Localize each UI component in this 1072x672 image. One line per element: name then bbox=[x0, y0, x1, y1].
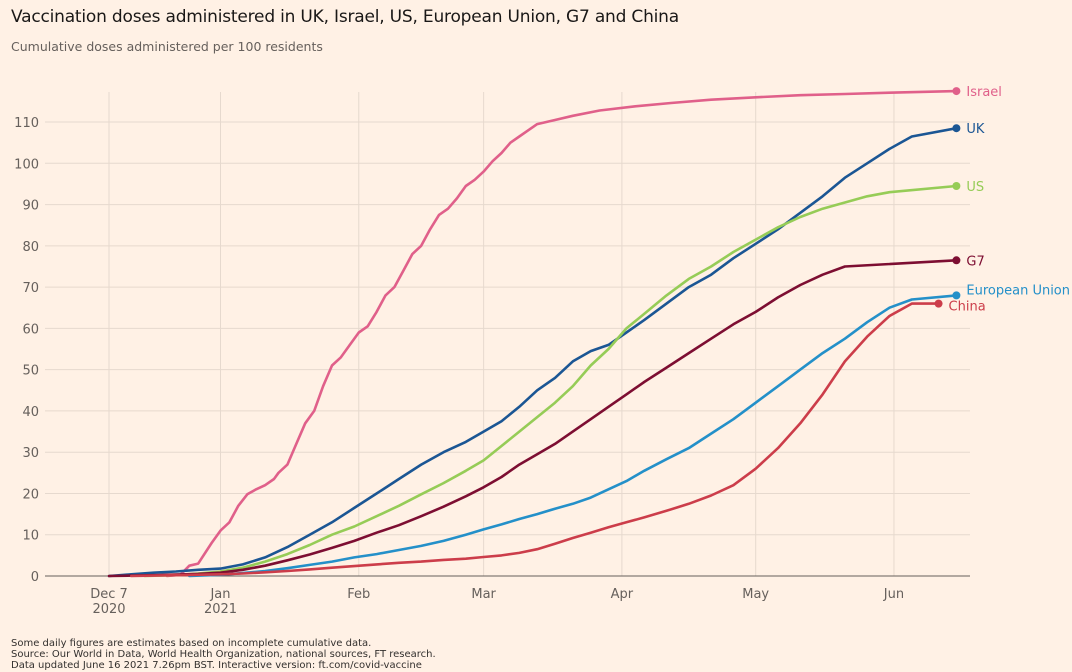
series-line-european-union bbox=[188, 294, 958, 578]
x-tick-label: Feb bbox=[347, 587, 370, 602]
series-line-g7 bbox=[107, 259, 958, 578]
series-line-china bbox=[130, 302, 940, 578]
y-tick-label: 90 bbox=[22, 199, 39, 214]
series-label-european-union: European Union bbox=[966, 283, 1070, 298]
series-line-us bbox=[143, 184, 958, 578]
series-label-g7: G7 bbox=[966, 254, 984, 269]
footnote: Some daily figures are estimates based o… bbox=[11, 638, 372, 649]
x-tick-label: Apr bbox=[611, 587, 634, 602]
series-end-marker-china bbox=[934, 299, 943, 308]
y-tick-label: 30 bbox=[22, 446, 39, 461]
series-label-uk: UK bbox=[966, 122, 985, 137]
y-tick-label: 0 bbox=[31, 570, 39, 585]
x-tick-label: May bbox=[742, 587, 769, 602]
y-axis: 0 10 20 30 40 50 60 70 80 90 100 110 bbox=[14, 116, 39, 585]
y-tick-label: 10 bbox=[22, 529, 39, 544]
x-tick-year-label: 2021 bbox=[204, 602, 237, 617]
x-tick-year-label: 2020 bbox=[92, 602, 125, 617]
series-lines bbox=[107, 89, 958, 578]
y-tick-label: 40 bbox=[22, 405, 39, 420]
series-labels: Israel UK US G7 European Union China bbox=[934, 85, 1070, 315]
x-tick-label: Dec 7 bbox=[90, 587, 128, 602]
series-end-marker-us bbox=[952, 181, 961, 190]
y-tick-label: 50 bbox=[22, 364, 39, 379]
y-tick-label: 80 bbox=[22, 240, 39, 255]
series-line-israel bbox=[165, 89, 958, 578]
series-label-us: US bbox=[966, 180, 984, 195]
x-tick-label: Mar bbox=[471, 587, 496, 602]
source-note: Source: Our World in Data, World Health … bbox=[11, 649, 436, 660]
y-tick-label: 60 bbox=[22, 322, 39, 337]
x-tick-label: Jun bbox=[883, 587, 904, 602]
series-label-israel: Israel bbox=[966, 85, 1002, 100]
series-label-china: China bbox=[949, 300, 986, 315]
chart-title: Vaccination doses administered in UK, Is… bbox=[11, 7, 679, 27]
y-tick-label: 100 bbox=[14, 157, 39, 172]
series-end-marker-israel bbox=[952, 87, 961, 96]
y-tick-label: 110 bbox=[14, 116, 39, 131]
updated-note: Data updated June 16 2021 7.26pm BST. In… bbox=[11, 660, 422, 671]
chart-subtitle: Cumulative doses administered per 100 re… bbox=[11, 39, 323, 54]
y-tick-label: 70 bbox=[22, 281, 39, 296]
series-end-marker-g7 bbox=[952, 256, 961, 265]
series-end-marker-uk bbox=[952, 124, 961, 133]
x-tick-label: Jan bbox=[209, 587, 230, 602]
gridlines bbox=[45, 92, 970, 577]
series-end-marker-european-union bbox=[952, 291, 961, 300]
y-tick-label: 20 bbox=[22, 487, 39, 502]
